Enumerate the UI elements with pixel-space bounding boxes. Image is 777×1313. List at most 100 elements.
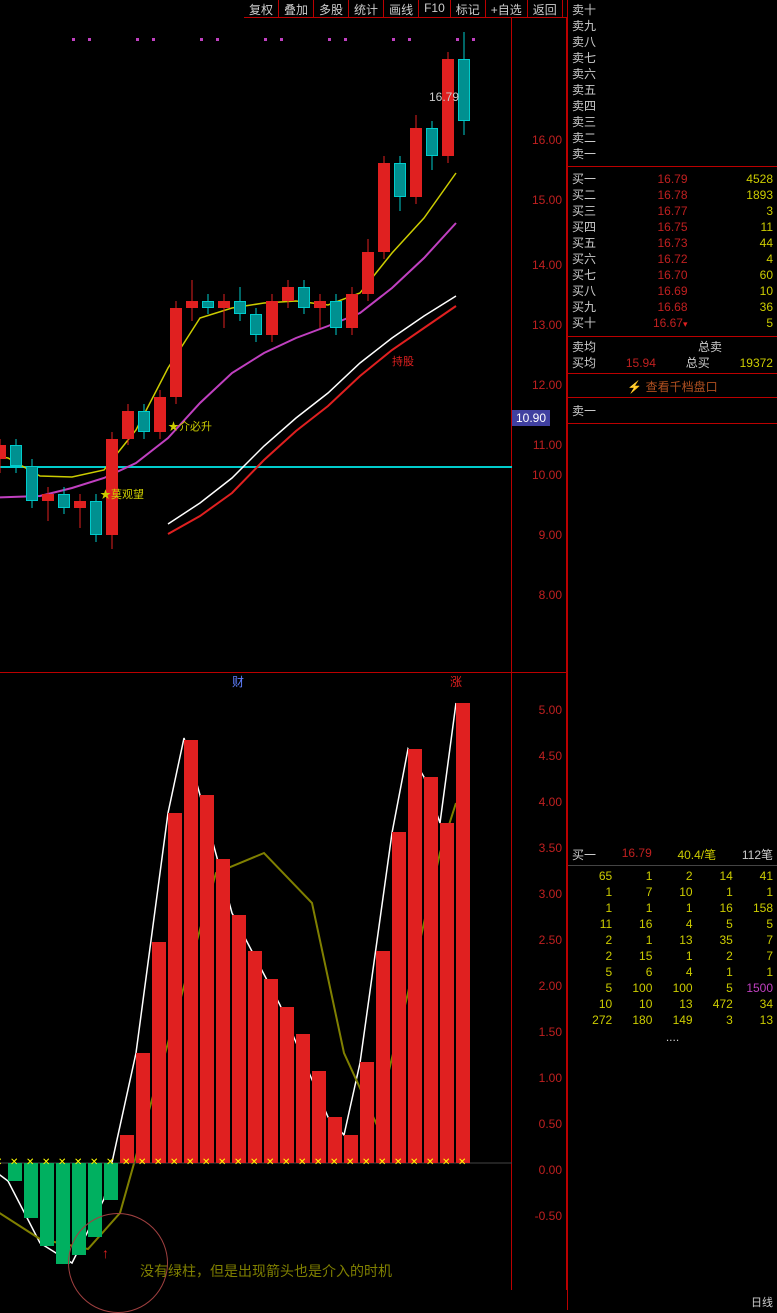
ask-row: 卖一 [572, 146, 773, 162]
toolbar: 复权叠加多股统计画线F10标记+自选返回 [244, 0, 567, 18]
candle [440, 18, 456, 673]
toolbar-item[interactable]: 标记 [451, 0, 486, 17]
ask-table: 卖十卖九卖八卖七卖六卖五卖四卖三卖二卖一 [568, 0, 777, 164]
footer-label: 日线 [751, 1294, 773, 1310]
candle [88, 18, 104, 673]
toolbar-item[interactable]: F10 [419, 0, 451, 17]
candle [40, 18, 56, 673]
candle [56, 18, 72, 673]
sub-tick: 3.50 [539, 841, 562, 855]
toolbar-item[interactable]: 画线 [384, 0, 419, 17]
sub-tick: 3.00 [539, 887, 562, 901]
sell-avg-row: 卖均 总卖 [568, 339, 777, 355]
x-marker: ✕ [10, 1157, 18, 1168]
x-marker: ✕ [234, 1157, 242, 1168]
x-marker: ✕ [0, 1157, 2, 1168]
indicator-bar [280, 1007, 294, 1163]
candle [376, 18, 392, 673]
toolbar-item[interactable]: 返回 [528, 0, 563, 17]
bid-row: 买五16.7344 [572, 235, 773, 251]
sub-tick: 1.50 [539, 1025, 562, 1039]
ask-row: 卖六 [572, 66, 773, 82]
candle [184, 18, 200, 673]
chart-label: ★莫观望 [100, 486, 144, 502]
x-marker: ✕ [426, 1157, 434, 1168]
toolbar-item[interactable]: +自选 [486, 0, 528, 17]
x-marker: ✕ [298, 1157, 306, 1168]
bid-row: 买三16.773 [572, 203, 773, 219]
tick-grid-row: 510010051500 [572, 980, 773, 996]
ask-row: 卖二 [572, 130, 773, 146]
price-badge: 10.90 [512, 410, 550, 426]
tick-grid-row: 56411 [572, 964, 773, 980]
price-tick: 9.00 [539, 528, 562, 542]
candle [136, 18, 152, 673]
indicator-bar [360, 1062, 374, 1163]
tick-grid-row: 215127 [572, 948, 773, 964]
x-marker: ✕ [42, 1157, 50, 1168]
tick-grid-row: 171011 [572, 884, 773, 900]
ask-row: 卖十 [572, 2, 773, 18]
sub-tick: 0.00 [539, 1163, 562, 1177]
tick-grid: 6512144117101111116158111645521133572151… [568, 866, 777, 1030]
sub-tick: 2.50 [539, 933, 562, 947]
sub-tick: 0.50 [539, 1117, 562, 1131]
indicator-bar [408, 749, 422, 1163]
sub-tick: 2.00 [539, 979, 562, 993]
candle [104, 18, 120, 673]
bid-row: 买十16.67▾5 [572, 315, 773, 332]
candle [248, 18, 264, 673]
sub-tick: 1.00 [539, 1071, 562, 1085]
depth-link[interactable]: ⚡ 查看千档盘口 [568, 376, 777, 398]
price-tick: 14.00 [532, 258, 562, 272]
ask-row: 卖五 [572, 82, 773, 98]
main-chart: ★莫观望★介必升持股 16.79 [0, 18, 512, 673]
x-marker: ✕ [282, 1157, 290, 1168]
toolbar-item[interactable]: 统计 [349, 0, 384, 17]
x-marker: ✕ [74, 1157, 82, 1168]
candle [392, 18, 408, 673]
indicator-bar [376, 951, 390, 1163]
x-marker: ✕ [26, 1157, 34, 1168]
price-tick: 10.00 [532, 468, 562, 482]
price-tick: 16.00 [532, 133, 562, 147]
sell1-section: 卖一 [568, 398, 777, 424]
ask-row: 卖七 [572, 50, 773, 66]
ask-row: 卖四 [572, 98, 773, 114]
tick-more: .... [568, 1030, 777, 1044]
candle [264, 18, 280, 673]
candle [312, 18, 328, 673]
sub-tick: 4.00 [539, 795, 562, 809]
sub-tick: -0.50 [535, 1209, 562, 1223]
indicator-bar [248, 951, 262, 1163]
toolbar-item[interactable]: 叠加 [279, 0, 314, 17]
x-marker: ✕ [458, 1157, 466, 1168]
tick-grid-row: 2113357 [572, 932, 773, 948]
x-marker: ✕ [314, 1157, 322, 1168]
indicator-bar [296, 1034, 310, 1163]
chart-label: ★介必升 [168, 418, 212, 434]
tick-grid-row: 272180149313 [572, 1012, 773, 1028]
indicator-chart: 财 涨 ✕✕✕✕✕✕✕✕✕✕✕✕✕✕✕✕✕✕✕✕✕✕✕✕✕✕✕✕✕✕ 没有绿柱，… [0, 673, 512, 1290]
toolbar-item[interactable]: 多股 [314, 0, 349, 17]
x-marker: ✕ [218, 1157, 226, 1168]
indicator-bar [440, 823, 454, 1163]
candle [360, 18, 376, 673]
x-marker: ✕ [410, 1157, 418, 1168]
indicator-bar [264, 979, 278, 1163]
candle [424, 18, 440, 673]
candle [408, 18, 424, 673]
bid-row: 买九16.6836 [572, 299, 773, 315]
x-marker: ✕ [330, 1157, 338, 1168]
indicator-bar [456, 703, 470, 1163]
bid-row: 买四16.7511 [572, 219, 773, 235]
bid-row: 买一16.794528 [572, 171, 773, 187]
x-marker: ✕ [122, 1157, 130, 1168]
sub-tick: 4.50 [539, 749, 562, 763]
toolbar-item[interactable]: 复权 [244, 0, 279, 17]
annotation-text: 没有绿柱，但是出现箭头也是介入的时机 [140, 1261, 392, 1281]
indicator-bar [56, 1163, 70, 1264]
candle [168, 18, 184, 673]
sub-axis: 5.004.504.003.503.002.502.001.501.000.50… [512, 673, 567, 1290]
candle [8, 18, 24, 673]
